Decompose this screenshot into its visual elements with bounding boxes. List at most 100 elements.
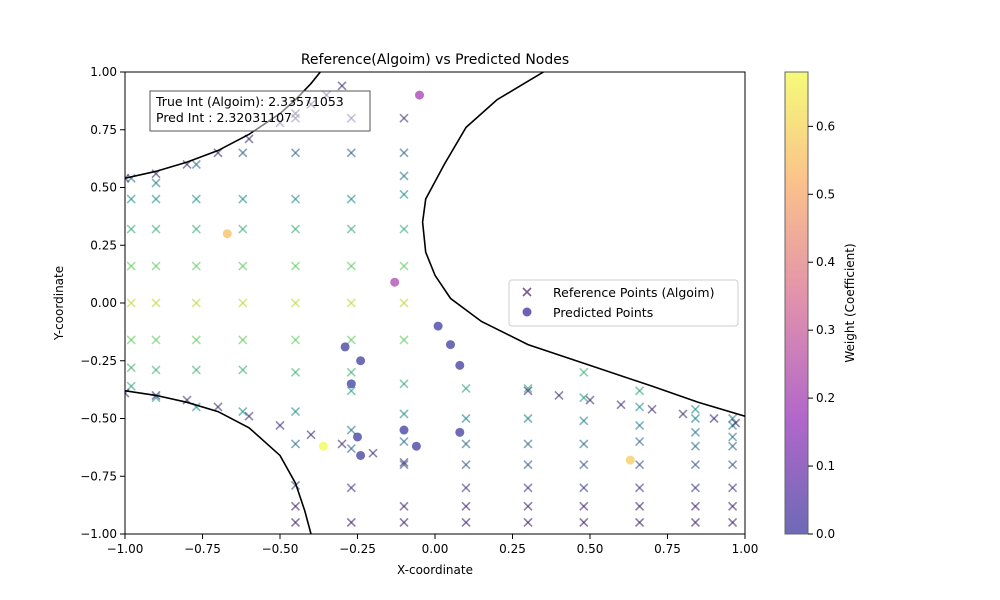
reference-point: [399, 335, 409, 345]
reference-point: [399, 113, 409, 123]
reference-point: [399, 261, 409, 271]
reference-point: [690, 460, 700, 470]
reference-point: [126, 335, 136, 345]
reference-point: [579, 416, 589, 426]
predicted-point: [455, 427, 465, 437]
reference-point: [151, 194, 161, 204]
reference-point: [461, 501, 471, 511]
predicted-points: [222, 90, 635, 465]
colorbar-tick-label: 0.6: [816, 119, 835, 133]
reference-point: [238, 194, 248, 204]
predicted-point: [346, 379, 356, 389]
reference-point: [399, 460, 409, 470]
reference-point: [523, 386, 533, 396]
predicted-point: [222, 229, 232, 239]
reference-point: [346, 148, 356, 158]
reference-point: [191, 335, 201, 345]
reference-point: [126, 224, 136, 234]
predicted-point: [318, 441, 328, 451]
y-tick-label: −0.50: [80, 412, 117, 426]
x-tick-label: 1.00: [732, 542, 759, 556]
colorbar: [784, 71, 809, 535]
reference-point: [461, 439, 471, 449]
boundary-curve-lower: [125, 389, 312, 534]
reference-point: [523, 517, 533, 528]
predicted-point: [411, 441, 421, 451]
colorbar-tick-label: 0.4: [816, 255, 835, 269]
colorbar-tick-label: 0.5: [816, 187, 835, 201]
reference-point: [690, 517, 700, 528]
reference-point: [337, 81, 347, 91]
reference-point: [238, 148, 248, 158]
reference-point: [213, 148, 223, 158]
legend-circle-marker: [522, 307, 532, 317]
reference-point: [635, 386, 645, 396]
predicted-point: [415, 90, 424, 100]
reference-point: [635, 437, 645, 447]
boundary-curves: [125, 72, 745, 534]
reference-point: [635, 460, 645, 470]
reference-point: [290, 298, 301, 308]
reference-point: [125, 173, 130, 183]
reference-point: [399, 437, 409, 447]
boundary-curve-right: [421, 72, 745, 417]
reference-point: [238, 224, 248, 234]
reference-point: [647, 404, 657, 414]
reference-point: [346, 425, 356, 435]
reference-point: [635, 483, 645, 493]
reference-point: [728, 483, 738, 493]
reference-point: [244, 411, 254, 421]
reference-point: [690, 501, 700, 511]
predicted-point: [446, 340, 455, 350]
reference-point: [238, 298, 248, 308]
predicted-point: [455, 360, 465, 370]
reference-point: [690, 413, 700, 424]
reference-point: [399, 298, 409, 308]
reference-point: [678, 409, 688, 419]
legend-x-marker: [522, 287, 532, 297]
predicted-point: [356, 356, 366, 366]
reference-point: [523, 439, 533, 449]
reference-point: [346, 194, 356, 204]
y-tick-label: 0.00: [90, 296, 117, 310]
reference-point: [151, 298, 161, 308]
colorbar-label: Weight (Coefficient): [843, 243, 857, 362]
reference-point: [151, 261, 161, 271]
reference-point: [728, 432, 738, 442]
reference-point: [126, 363, 136, 373]
reference-point: [635, 420, 645, 430]
reference-point: [191, 194, 201, 204]
reference-point: [461, 517, 471, 528]
reference-point: [523, 501, 533, 511]
reference-point: [368, 448, 378, 458]
reference-point: [275, 420, 285, 430]
reference-point: [690, 427, 700, 437]
reference-point: [290, 439, 301, 449]
x-tick-label: 0.50: [577, 542, 604, 556]
reference-point: [731, 418, 741, 428]
y-tick-label: 0.75: [90, 123, 117, 137]
predicted-point: [625, 455, 635, 465]
reference-point: [290, 148, 301, 158]
annotation-pred-int: Pred Int : 2.32031107: [156, 110, 292, 125]
x-tick-label: −0.75: [184, 542, 221, 556]
reference-point: [523, 460, 533, 470]
reference-point: [290, 517, 301, 528]
x-axis-label: X-coordinate: [397, 563, 473, 577]
reference-point: [635, 402, 645, 412]
reference-point: [238, 335, 248, 345]
colorbar-tick-label: 0.0: [816, 527, 835, 541]
reference-point: [306, 430, 316, 440]
reference-point: [579, 439, 589, 449]
x-tick-label: −0.25: [339, 542, 376, 556]
x-tick-label: 0.00: [422, 542, 449, 556]
reference-point: [191, 224, 201, 234]
y-tick-label: 1.00: [90, 65, 117, 79]
y-axis-ticks: −1.00 −0.75 −0.50 −0.25 0.00 0.25 0.50 0.75 1.00: [80, 65, 125, 541]
reference-point: [461, 460, 471, 470]
reference-points: [125, 81, 741, 528]
predicted-point: [399, 425, 409, 435]
reference-point: [126, 261, 136, 271]
reference-point: [399, 171, 409, 181]
